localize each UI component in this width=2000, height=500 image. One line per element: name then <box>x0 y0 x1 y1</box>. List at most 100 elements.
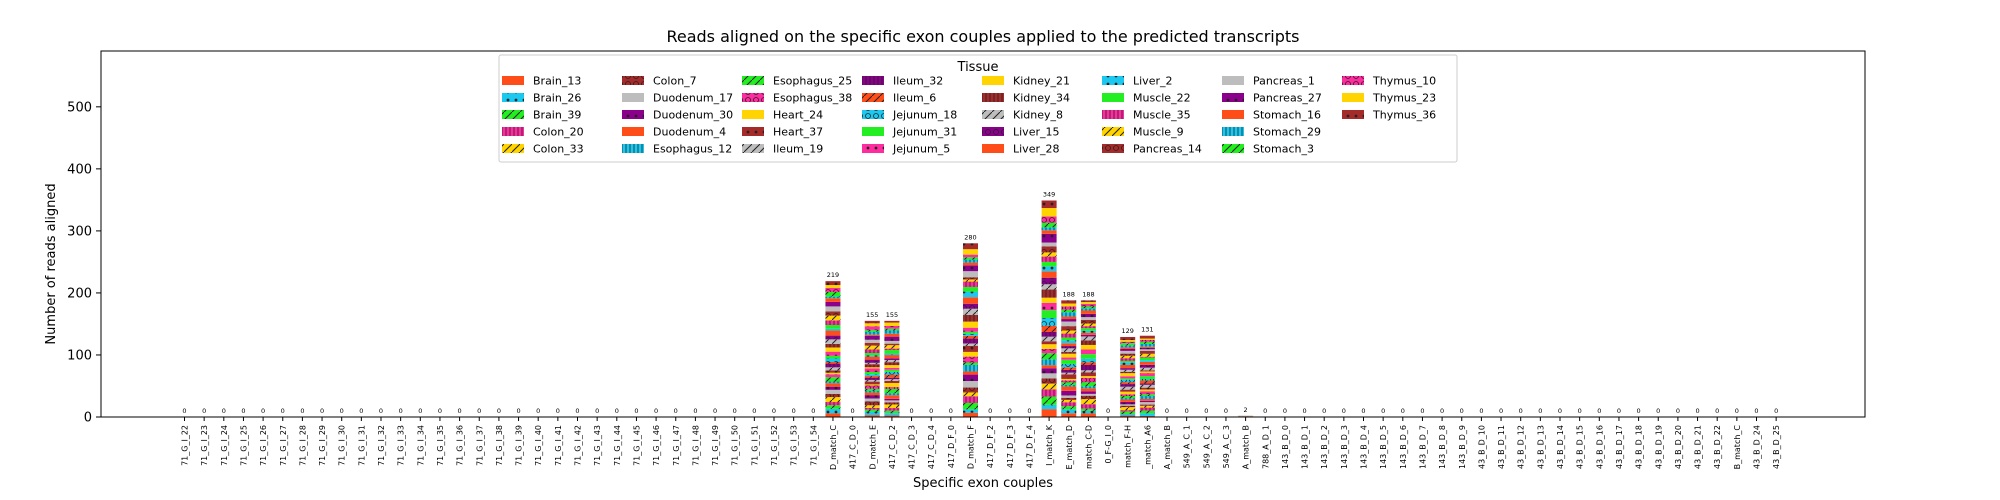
x-tick-label: 0_F-G_I_0 <box>1104 425 1113 464</box>
y-tick-label: 200 <box>67 286 92 301</box>
legend-label: Esophagus_25 <box>773 75 852 88</box>
bar-segment <box>1139 353 1155 357</box>
legend-label: Thymus_23 <box>1372 92 1436 105</box>
bar-value-label: 0 <box>1617 407 1621 415</box>
bar-segment <box>1041 373 1057 379</box>
bar-segment <box>1139 347 1155 350</box>
bar-segment <box>864 407 880 410</box>
bar-segment <box>1120 353 1136 356</box>
bar-value-label: 0 <box>418 407 422 415</box>
bar-segment <box>1061 378 1077 381</box>
bar-segment <box>1120 340 1136 342</box>
bar-value-label: 0 <box>1420 407 1424 415</box>
bar-segment <box>1061 357 1077 360</box>
bar-segment <box>1041 404 1057 410</box>
bar-segment <box>1061 312 1077 317</box>
x-tick-label: 417_C_D_2 <box>888 425 897 469</box>
bar-segment <box>864 388 880 391</box>
bar-segment <box>1139 413 1155 416</box>
bar-segment <box>1120 398 1136 400</box>
bar-segment <box>825 374 841 378</box>
bar-segment <box>1080 330 1096 333</box>
bar-segment <box>884 408 900 411</box>
bar-segment <box>1041 353 1057 360</box>
bar-segment <box>1139 383 1155 385</box>
bar-value-label: 0 <box>359 407 363 415</box>
legend-swatch <box>742 110 764 119</box>
x-tick-label: 43_B_D_14 <box>1556 425 1565 469</box>
bar-segment <box>1041 261 1057 267</box>
legend-label: Muscle_9 <box>1133 126 1184 139</box>
bar-segment <box>864 405 880 408</box>
y-axis-label: Number of reads aligned <box>44 183 59 344</box>
legend-swatch <box>742 127 764 136</box>
bar-segment <box>825 383 841 387</box>
x-tick-label: I_match_K <box>1045 424 1054 466</box>
bar-value-label: 0 <box>909 407 913 415</box>
bar-segment <box>1139 357 1155 361</box>
bar-value-label: 0 <box>1558 407 1562 415</box>
bar-value-label: 0 <box>1460 407 1464 415</box>
bar-value-label: 0 <box>1656 407 1660 415</box>
bar-segment <box>825 315 841 321</box>
bar-segment <box>864 368 880 372</box>
legend-label: Stomach_29 <box>1253 126 1321 139</box>
legend-swatch <box>1222 127 1244 136</box>
legend-label: Stomach_16 <box>1253 109 1321 122</box>
legend-label: Brain_39 <box>533 109 581 122</box>
x-tick-label: 43_B_D_18 <box>1635 425 1644 469</box>
bar-segment <box>825 397 841 403</box>
legend-swatch <box>1342 93 1364 102</box>
bar-segment <box>963 402 978 410</box>
bar-segment <box>963 321 978 328</box>
bar-segment <box>1041 284 1057 290</box>
legend-swatch <box>502 76 524 85</box>
bar-segment <box>1139 389 1155 392</box>
bar-value-label: 188 <box>1082 290 1094 298</box>
bar-segment <box>1041 325 1057 332</box>
legend-label: Brain_26 <box>533 92 581 105</box>
x-tick-label: 71_G_I_49 <box>711 425 720 466</box>
bar-value-label: 0 <box>988 407 992 415</box>
bar-segment <box>884 345 900 349</box>
bar-segment <box>1139 400 1155 403</box>
x-axis-label: Specific exon couples <box>913 476 1053 491</box>
bar-value-label: 0 <box>929 407 933 415</box>
x-tick-label: 143_B_D_8 <box>1438 425 1447 469</box>
x-tick-label: 71_G_I_22 <box>181 425 190 466</box>
bar-value-label: 219 <box>827 271 839 279</box>
bar-segment <box>864 356 880 360</box>
bar-segment <box>825 372 841 375</box>
bar-segment <box>1061 343 1077 347</box>
bar-segment <box>1080 410 1096 414</box>
bar-segment <box>1061 359 1077 364</box>
bar-segment <box>864 326 880 330</box>
bar-segment <box>1041 383 1057 390</box>
bar-segment <box>963 335 978 339</box>
bar-segment <box>1080 308 1096 311</box>
x-tick-label: 71_G_I_47 <box>672 425 681 466</box>
legend-label: Jejunum_31 <box>892 126 957 139</box>
legend-swatch <box>622 144 644 153</box>
bar-segment <box>963 343 978 346</box>
bar-segment <box>1061 395 1077 398</box>
bar-segment <box>884 404 900 409</box>
bar-segment <box>1061 348 1077 353</box>
bar-segment <box>884 371 900 375</box>
bar-value-label: 0 <box>1754 407 1758 415</box>
x-tick-label: 71_G_I_23 <box>200 425 209 466</box>
x-tick-label: 71_G_I_27 <box>279 425 288 466</box>
x-tick-label: 71_G_I_24 <box>220 425 229 466</box>
bar-segment <box>1080 391 1096 394</box>
bar-value-label: 0 <box>320 407 324 415</box>
bar-value-label: 0 <box>202 407 206 415</box>
bar-value-label: 0 <box>241 407 245 415</box>
bar-segment <box>963 279 978 282</box>
bar-segment <box>1120 407 1136 411</box>
legend-swatch <box>982 144 1004 153</box>
bar-segment <box>825 370 841 373</box>
bar-segment <box>1061 303 1077 307</box>
bar-value-label: 0 <box>261 407 265 415</box>
bar-segment <box>825 287 841 292</box>
bar-value-label: 0 <box>1027 407 1031 415</box>
